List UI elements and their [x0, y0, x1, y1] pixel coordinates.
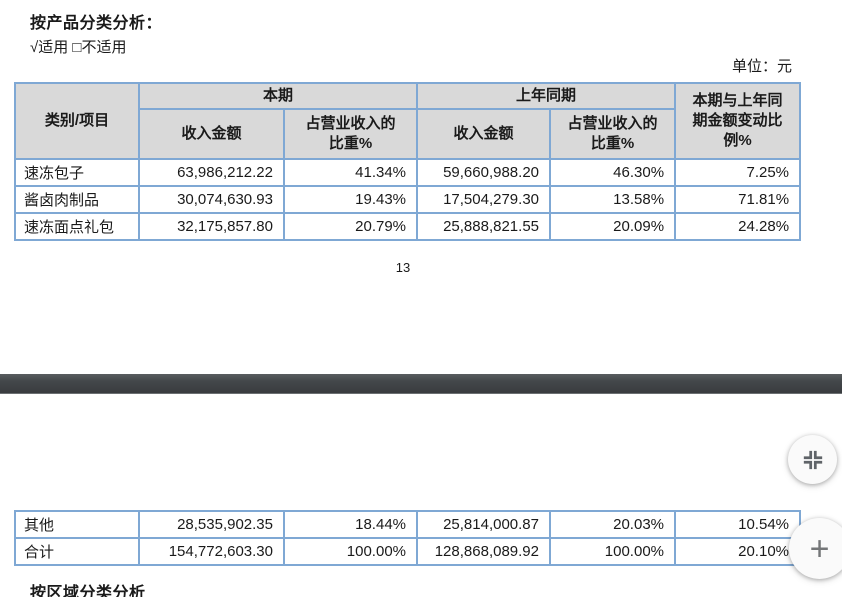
header-prior-ratio: 占营业收入的比重% [549, 108, 677, 161]
table-body-page1: 速冻包子 63,986,212.22 41.34% 59,660,988.20 46.3… [14, 158, 802, 242]
cell-change: 20.10% [674, 537, 801, 566]
header-current-period-group: 本期 [137, 81, 419, 111]
cell-change: 10.54% [674, 510, 801, 539]
cell-prior_income: 17,504,279.30 [416, 185, 552, 215]
table-body-page2: 其他 28,535,902.35 18.44% 25,814,000.87 20.03%… [14, 510, 801, 566]
table-row: 速冻包子 63,986,212.22 41.34% 59,660,988.20 46.3… [14, 158, 802, 188]
table-row: 酱卤肉制品 30,074,630.93 19.43% 17,504,279.30 13.… [14, 185, 802, 215]
cell-prior_income: 25,888,821.55 [416, 212, 552, 242]
unit-label: 单位：元 [731, 58, 792, 75]
cell-prior_income: 128,868,089.92 [416, 537, 551, 566]
plus-icon: + [809, 529, 830, 568]
cell-prior_ratio: 46.30% [549, 158, 677, 188]
cell-current_income: 30,074,630.93 [138, 185, 285, 215]
page-number: 13 [395, 260, 411, 275]
cell-current_income: 154,772,603.30 [138, 537, 285, 566]
zoom-in-button[interactable]: + [789, 518, 842, 579]
table-header: 类别/项目 本期 上年同期 本期与上年同期金额变动比例% 收入金额 占营业收入的… [14, 81, 802, 161]
table-row: 合计 154,772,603.30 100.00% 128,868,089.92 100… [14, 537, 801, 566]
header-group-row: 类别/项目 本期 上年同期 本期与上年同期金额变动比例% [14, 81, 802, 161]
section-heading-product-analysis: 按产品分类分析： [30, 15, 163, 32]
cell-change: 24.28% [674, 212, 802, 242]
cell-current_income: 32,175,857.80 [138, 212, 285, 242]
header-category: 类别/项目 [14, 81, 140, 161]
header-prior-period-group: 上年同期 [416, 81, 677, 111]
cell-prior_ratio: 13.58% [549, 185, 677, 215]
cell-category: 酱卤肉制品 [14, 185, 140, 215]
applicability-line: √适用 □不适用 [30, 39, 127, 56]
header-current-income: 收入金额 [138, 108, 285, 161]
cell-category: 速冻面点礼包 [14, 212, 140, 242]
cell-current_ratio: 100.00% [283, 537, 418, 566]
cell-prior_ratio: 20.03% [549, 510, 676, 539]
cell-prior_income: 59,660,988.20 [416, 158, 552, 188]
cell-current_ratio: 20.79% [282, 212, 419, 242]
cell-current_ratio: 18.44% [283, 510, 418, 539]
cell-category: 速冻包子 [14, 158, 140, 188]
table-row: 速冻面点礼包 32,175,857.80 20.79% 25,888,821.55 20… [14, 212, 802, 242]
table-row: 其他 28,535,902.35 18.44% 25,814,000.87 20.03%… [14, 510, 801, 539]
cell-current_income: 63,986,212.22 [138, 158, 285, 188]
cell-prior_income: 25,814,000.87 [416, 510, 551, 539]
cell-change: 71.81% [674, 185, 802, 215]
header-change-ratio: 本期与上年同期金额变动比例% [674, 81, 802, 161]
cell-prior_ratio: 100.00% [549, 537, 676, 566]
cell-prior_ratio: 20.09% [549, 212, 677, 242]
header-current-ratio: 占营业收入的比重% [282, 108, 419, 161]
cell-category: 合计 [14, 537, 140, 566]
collapse-zoom-button[interactable] [788, 435, 837, 484]
zoom-in-map-icon [802, 449, 824, 471]
header-sub-row: 收入金额 占营业收入的比重% 收入金额 占营业收入的比重% [15, 108, 800, 161]
section-heading-region-analysis: 按区域分类分析 [30, 585, 146, 597]
page-separator-bar [0, 374, 842, 394]
cell-current_income: 28,535,902.35 [138, 510, 285, 539]
cell-current_ratio: 19.43% [282, 185, 419, 215]
cell-current_ratio: 41.34% [282, 158, 419, 188]
product-analysis-table-continued: 其他 28,535,902.35 18.44% 25,814,000.87 20.03%… [14, 510, 801, 566]
header-prior-income: 收入金额 [416, 108, 552, 161]
product-analysis-table: 类别/项目 本期 上年同期 本期与上年同期金额变动比例% 收入金额 占营业收入的… [14, 81, 802, 242]
cell-category: 其他 [14, 510, 140, 539]
cell-change: 7.25% [674, 158, 802, 188]
